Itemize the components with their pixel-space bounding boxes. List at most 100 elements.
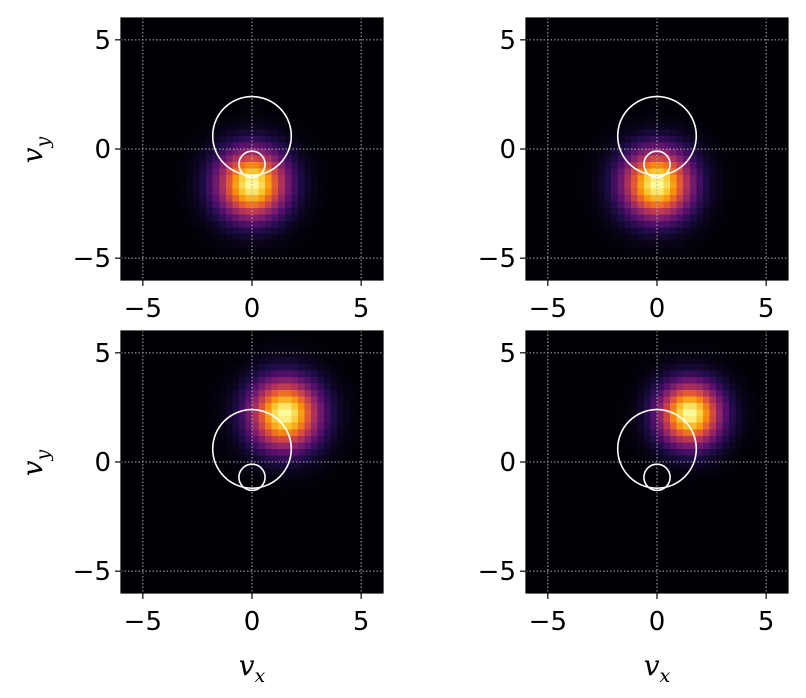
heatmap-cell [317,429,325,437]
heatmap-cell [219,273,227,281]
heatmap-cell [179,435,188,443]
heatmap-cell [598,175,606,183]
heatmap-cell [376,44,384,52]
heatmap-cell [284,507,292,515]
heatmap-cell [637,37,645,45]
heatmap-cell [225,462,233,470]
heatmap-cell [702,149,710,157]
heatmap-cell [604,70,612,78]
heatmap-cell [552,31,560,39]
heatmap-cell [643,240,652,248]
heatmap-cell [663,201,671,209]
heatmap-cell [121,488,129,496]
heatmap-cell [153,534,161,542]
heatmap-cell [258,403,266,411]
heatmap-cell [206,214,214,222]
heatmap-cell [238,337,247,345]
heatmap-cell [663,260,671,268]
heatmap-cell [324,31,332,39]
heatmap-cell [330,90,338,98]
heatmap-cell [578,273,586,281]
heatmap-cell [265,214,273,222]
heatmap-cell [637,57,645,65]
heatmap-cell [330,201,338,209]
heatmap-cell [729,70,737,78]
heatmap-cell [643,142,652,150]
heatmap-cell [291,168,299,176]
heatmap-cell [330,253,338,261]
heatmap-cell [637,155,645,163]
heatmap-cell [140,116,148,124]
heatmap-cell [173,135,181,144]
heatmap-cell [532,214,540,222]
heatmap-cell [134,448,142,457]
heatmap-cell [291,37,299,45]
heatmap-cell [225,50,233,58]
heatmap-cell [238,234,247,242]
heatmap-cell [186,103,194,111]
heatmap-cell [702,234,710,242]
heatmap-cell [153,331,161,339]
heatmap-cell [663,122,671,130]
heatmap-cell [134,44,142,52]
heatmap-cell [330,514,338,522]
heatmap-cell [147,403,155,411]
heatmap-cell [611,90,619,98]
heatmap-cell [363,162,371,170]
heatmap-cell [676,214,684,222]
heatmap-cell [376,442,384,450]
heatmap-cell [376,155,384,163]
heatmap-cell [532,455,540,463]
heatmap-cell [238,37,247,45]
heatmap-cell [532,57,540,65]
heatmap-cell [206,24,214,32]
heatmap-cell [252,370,260,378]
heatmap-cell [134,83,142,91]
heatmap-cell [755,90,763,98]
heatmap-cell [206,494,214,502]
heatmap-cell [121,181,129,189]
heatmap-cell [291,435,299,443]
heatmap-cell [271,566,279,574]
heatmap-cell [624,37,632,45]
heatmap-cell [245,357,253,365]
heatmap-cell [670,63,678,71]
heatmap-cell [676,83,684,91]
heatmap-cell [166,129,174,137]
heatmap-cell [343,422,351,430]
heatmap-cell [330,129,338,137]
heatmap-cell [742,129,750,137]
heatmap-cell [742,44,750,52]
heatmap-cell [343,579,351,588]
heatmap-cell [225,201,233,209]
heatmap-cell [526,96,534,104]
heatmap-cell [742,142,750,150]
heatmap-cell [291,481,299,489]
heatmap-cell [291,520,299,529]
heatmap-cell [121,63,129,71]
heatmap-cell [153,566,161,574]
heatmap-cell [297,175,305,183]
heatmap-cell [735,142,743,150]
heatmap-cell [153,403,161,411]
heatmap-cell [369,50,378,58]
heatmap-cell [611,194,619,202]
heatmap-cell [363,370,371,378]
heatmap-cell [663,162,671,170]
heatmap-cell [356,214,364,222]
heatmap-cell [160,109,168,117]
heatmap-cell [376,337,384,345]
heatmap-cell [121,201,129,209]
heatmap-cell [657,155,665,163]
heatmap-cell [232,227,240,235]
heatmap-cell [337,103,345,111]
heatmap-cell [219,103,227,111]
heatmap-cell [121,155,129,163]
heatmap-cell [683,162,691,170]
heatmap-cell [304,214,312,222]
heatmap-cell [212,234,220,242]
heatmap-cell [670,260,678,268]
heatmap-cell [160,350,168,358]
heatmap-cell [297,70,305,78]
heatmap-cell [199,214,207,222]
